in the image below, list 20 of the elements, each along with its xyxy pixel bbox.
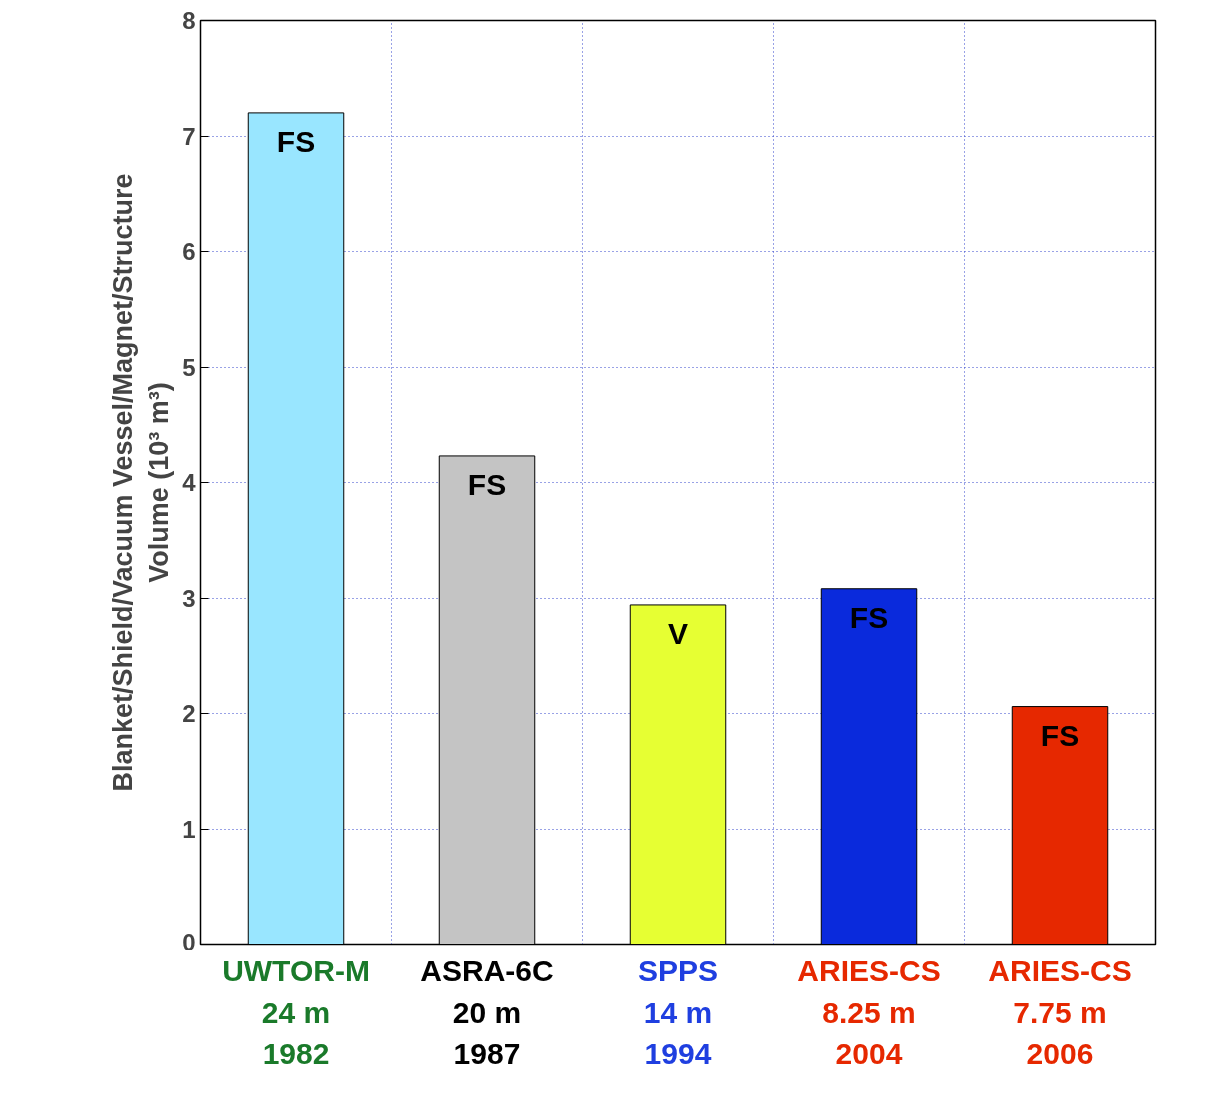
- x-tick-label: ARIES-CS 8.25 m 2004: [797, 954, 941, 1070]
- y-tick-label: 1: [182, 815, 196, 843]
- x-tick-label: SPPS 14 m 1994: [637, 954, 719, 1070]
- data-label: FS: [467, 467, 507, 501]
- data-label: FS: [1040, 718, 1080, 752]
- y-tick-label: 5: [182, 353, 196, 381]
- data-label: FS: [849, 600, 889, 634]
- y-tick-label: 8: [182, 7, 196, 34]
- x-tick-label: ASRA-6C 20 m 1987: [420, 954, 554, 1070]
- y-tick-label: 4: [182, 469, 197, 496]
- y-tick-label: 2: [182, 700, 196, 727]
- y-axis-title: Blanket/Shield/Vacuum Vessel/Magnet/Structure Volume (10³ m³): [108, 173, 175, 792]
- y-tick-label: 7: [182, 122, 196, 150]
- y-tick-label: 0: [182, 928, 196, 956]
- x-tick-label: ARIES-CS 7.75 m 2006: [988, 954, 1132, 1070]
- x-tick-label: UWTOR-M 24 m 1982: [222, 954, 370, 1070]
- y-tick-label: 3: [182, 584, 196, 612]
- data-label: FS: [276, 124, 316, 158]
- data-label: V: [668, 616, 689, 650]
- y-tick-label: 6: [182, 238, 196, 265]
